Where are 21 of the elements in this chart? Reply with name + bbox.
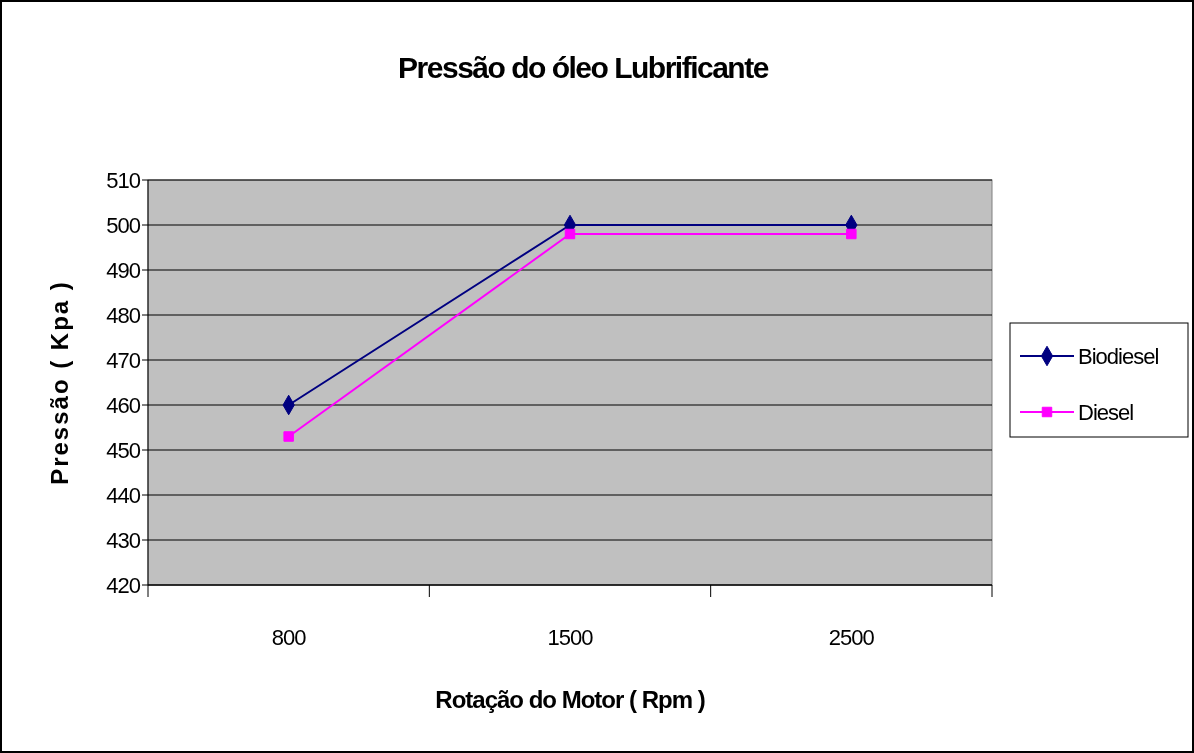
y-axis-title: Pressão ( Kpa )	[46, 280, 73, 485]
y-tick-label: 450	[106, 437, 141, 463]
x-tick-label: 1500	[547, 625, 594, 650]
chart-title: Pressão do óleo Lubrificante	[398, 51, 769, 84]
y-tick-label: 440	[106, 482, 141, 508]
x-axis-title: Rotação do Motor ( Rpm )	[435, 686, 705, 713]
y-tick-label: 480	[106, 302, 141, 328]
y-tick-label: 420	[106, 572, 141, 598]
y-tick-label: 460	[106, 392, 141, 418]
point	[283, 431, 294, 442]
y-tick-label: 510	[106, 167, 141, 193]
y-tick-label: 430	[106, 527, 141, 553]
y-tick-label: 470	[106, 347, 141, 373]
legend-label: Biodiesel	[1078, 343, 1159, 369]
x-tick-label: 800	[271, 625, 307, 650]
legend-label: Diesel	[1078, 399, 1134, 425]
point	[564, 228, 576, 240]
y-tick-label: 500	[106, 212, 141, 238]
point	[846, 228, 857, 240]
x-tick-label: 2500	[828, 625, 875, 650]
y-tick-label: 490	[106, 257, 141, 283]
